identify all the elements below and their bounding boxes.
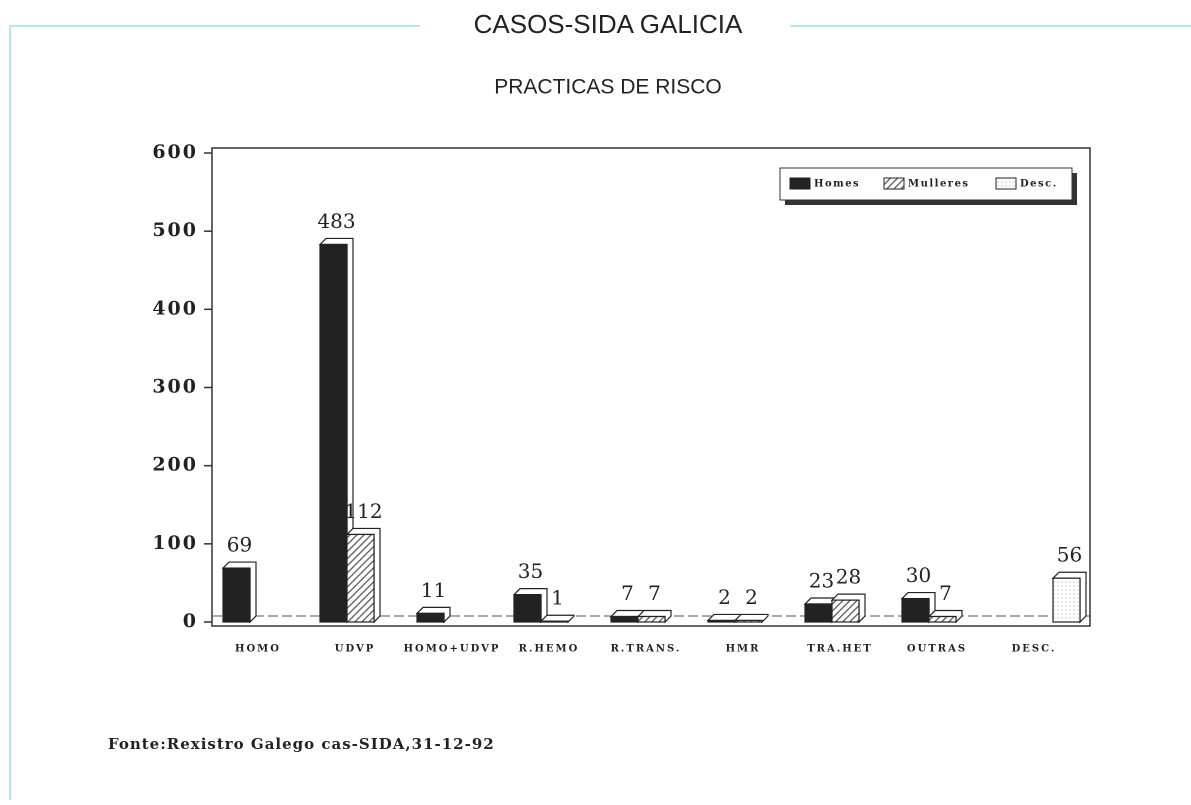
legend-label: Desc.: [1020, 179, 1058, 190]
legend: [779, 167, 1073, 201]
bar: [1052, 577, 1081, 623]
data-label: 35: [518, 559, 543, 583]
legend-swatch: [789, 177, 811, 190]
bar: [637, 615, 666, 623]
bar: [222, 567, 251, 623]
chart-subtitle: PRACTICAS DE RISCO: [494, 76, 722, 99]
y-tick-label: 500: [152, 219, 198, 241]
x-tick-label: R.TRANS.: [611, 644, 682, 655]
bar: [734, 619, 763, 623]
data-label: 30: [906, 563, 931, 587]
data-label: 2: [718, 585, 731, 609]
data-label: 69: [227, 533, 252, 557]
legend-label: Homes: [814, 179, 860, 190]
data-label: 7: [621, 581, 634, 605]
chart-title: CASOS-SIDA GALICIA: [474, 9, 743, 39]
source: Fonte:Rexistro Galego cas-SIDA,31-12-92: [108, 735, 495, 753]
data-label: 28: [836, 565, 861, 589]
data-label: 2: [745, 585, 758, 609]
legend-swatch: [883, 177, 905, 190]
bar: [513, 594, 542, 623]
y-tick-label: 300: [152, 376, 198, 398]
data-label: 7: [648, 581, 661, 605]
x-tick-label: HOMO+UDVP: [404, 644, 501, 655]
data-label: 1: [551, 586, 564, 610]
bar: [319, 243, 348, 623]
bar: [346, 533, 375, 623]
x-tick-label: DESC.: [1012, 644, 1057, 655]
data-label: 23: [809, 569, 834, 593]
x-tick-label: TRA.HET: [807, 644, 873, 655]
data-label: 7: [939, 581, 952, 605]
x-tick-label: UDVP: [335, 644, 376, 655]
bar: [610, 615, 639, 623]
bar: [416, 612, 445, 623]
x-tick-label: HMR: [726, 644, 761, 655]
y-tick-label: 100: [152, 532, 198, 554]
data-label: 11: [421, 578, 446, 602]
data-label: 112: [344, 499, 382, 523]
legend-label: Mulleres: [908, 179, 970, 190]
x-tick-label: HOMO: [235, 644, 281, 655]
bar: [707, 619, 736, 623]
x-tick-label: R.HEMO: [519, 644, 580, 655]
data-label: 56: [1057, 543, 1082, 567]
bar: [831, 599, 860, 623]
bar: [804, 603, 833, 623]
x-tick-label: OUTRAS: [907, 644, 967, 655]
data-label: 483: [317, 209, 355, 233]
y-tick-label: 0: [183, 610, 198, 632]
bar: [928, 615, 957, 623]
bar: [540, 620, 569, 623]
y-tick-label: 200: [152, 454, 198, 476]
y-tick-label: 600: [152, 141, 198, 163]
y-tick-label: 400: [152, 297, 198, 319]
bar: [901, 597, 930, 623]
legend-swatch: [995, 177, 1017, 190]
frame: [9, 25, 1191, 800]
